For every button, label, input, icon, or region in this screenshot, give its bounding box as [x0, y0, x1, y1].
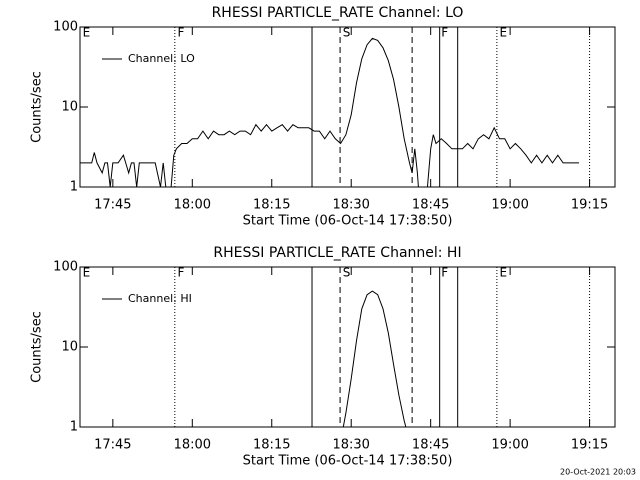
legend-label: Channel: LO: [128, 52, 195, 65]
flag-label: S: [343, 26, 351, 40]
flag-label: E: [83, 26, 91, 40]
flag-label: F: [441, 26, 448, 40]
x-tick-label: 18:30: [332, 198, 369, 213]
flag-label: F: [177, 266, 184, 280]
y-tick-label: 10: [61, 340, 78, 355]
x-tick-label: 18:45: [412, 198, 449, 213]
x-tick-label: 18:30: [332, 438, 369, 453]
x-tick-label: 18:45: [412, 438, 449, 453]
flag-label: E: [500, 26, 508, 40]
x-tick-label: 19:00: [491, 198, 528, 213]
footer: 20-Oct-2021 20:03: [560, 468, 636, 477]
y-tick-label: 1: [70, 420, 78, 435]
y-axis-label: Counts/sec: [30, 71, 45, 143]
flag-label: E: [83, 266, 91, 280]
x-tick-label: 18:15: [253, 438, 290, 453]
x-tick-label: 18:00: [174, 198, 211, 213]
y-tick-label: 100: [53, 20, 78, 35]
x-tick-label: 18:15: [253, 198, 290, 213]
x-tick-label: 19:15: [571, 198, 608, 213]
y-tick-label: 10: [61, 100, 78, 115]
x-axis-label: Start Time (06-Oct-14 17:38:50): [243, 214, 453, 229]
y-tick-label: 100: [53, 260, 78, 275]
x-tick-label: 17:45: [94, 198, 131, 213]
x-axis-label: Start Time (06-Oct-14 17:38:50): [243, 454, 453, 469]
y-tick-label: 1: [70, 180, 78, 195]
series-line: [80, 37, 579, 187]
x-tick-label: 17:45: [94, 438, 131, 453]
series-line: [342, 290, 407, 427]
x-tick-label: 18:00: [174, 438, 211, 453]
flag-label: F: [177, 26, 184, 40]
chart-title: RHESSI PARTICLE_RATE Channel: LO: [212, 5, 464, 21]
flag-label: E: [500, 266, 508, 280]
flag-label: F: [441, 266, 448, 280]
chart-title: RHESSI PARTICLE_RATE Channel: HI: [213, 245, 461, 261]
x-tick-label: 19:15: [571, 438, 608, 453]
legend-label: Channel: HI: [128, 292, 192, 305]
x-tick-label: 19:00: [491, 438, 528, 453]
y-axis-label: Counts/sec: [30, 311, 45, 383]
flag-label: S: [343, 266, 351, 280]
